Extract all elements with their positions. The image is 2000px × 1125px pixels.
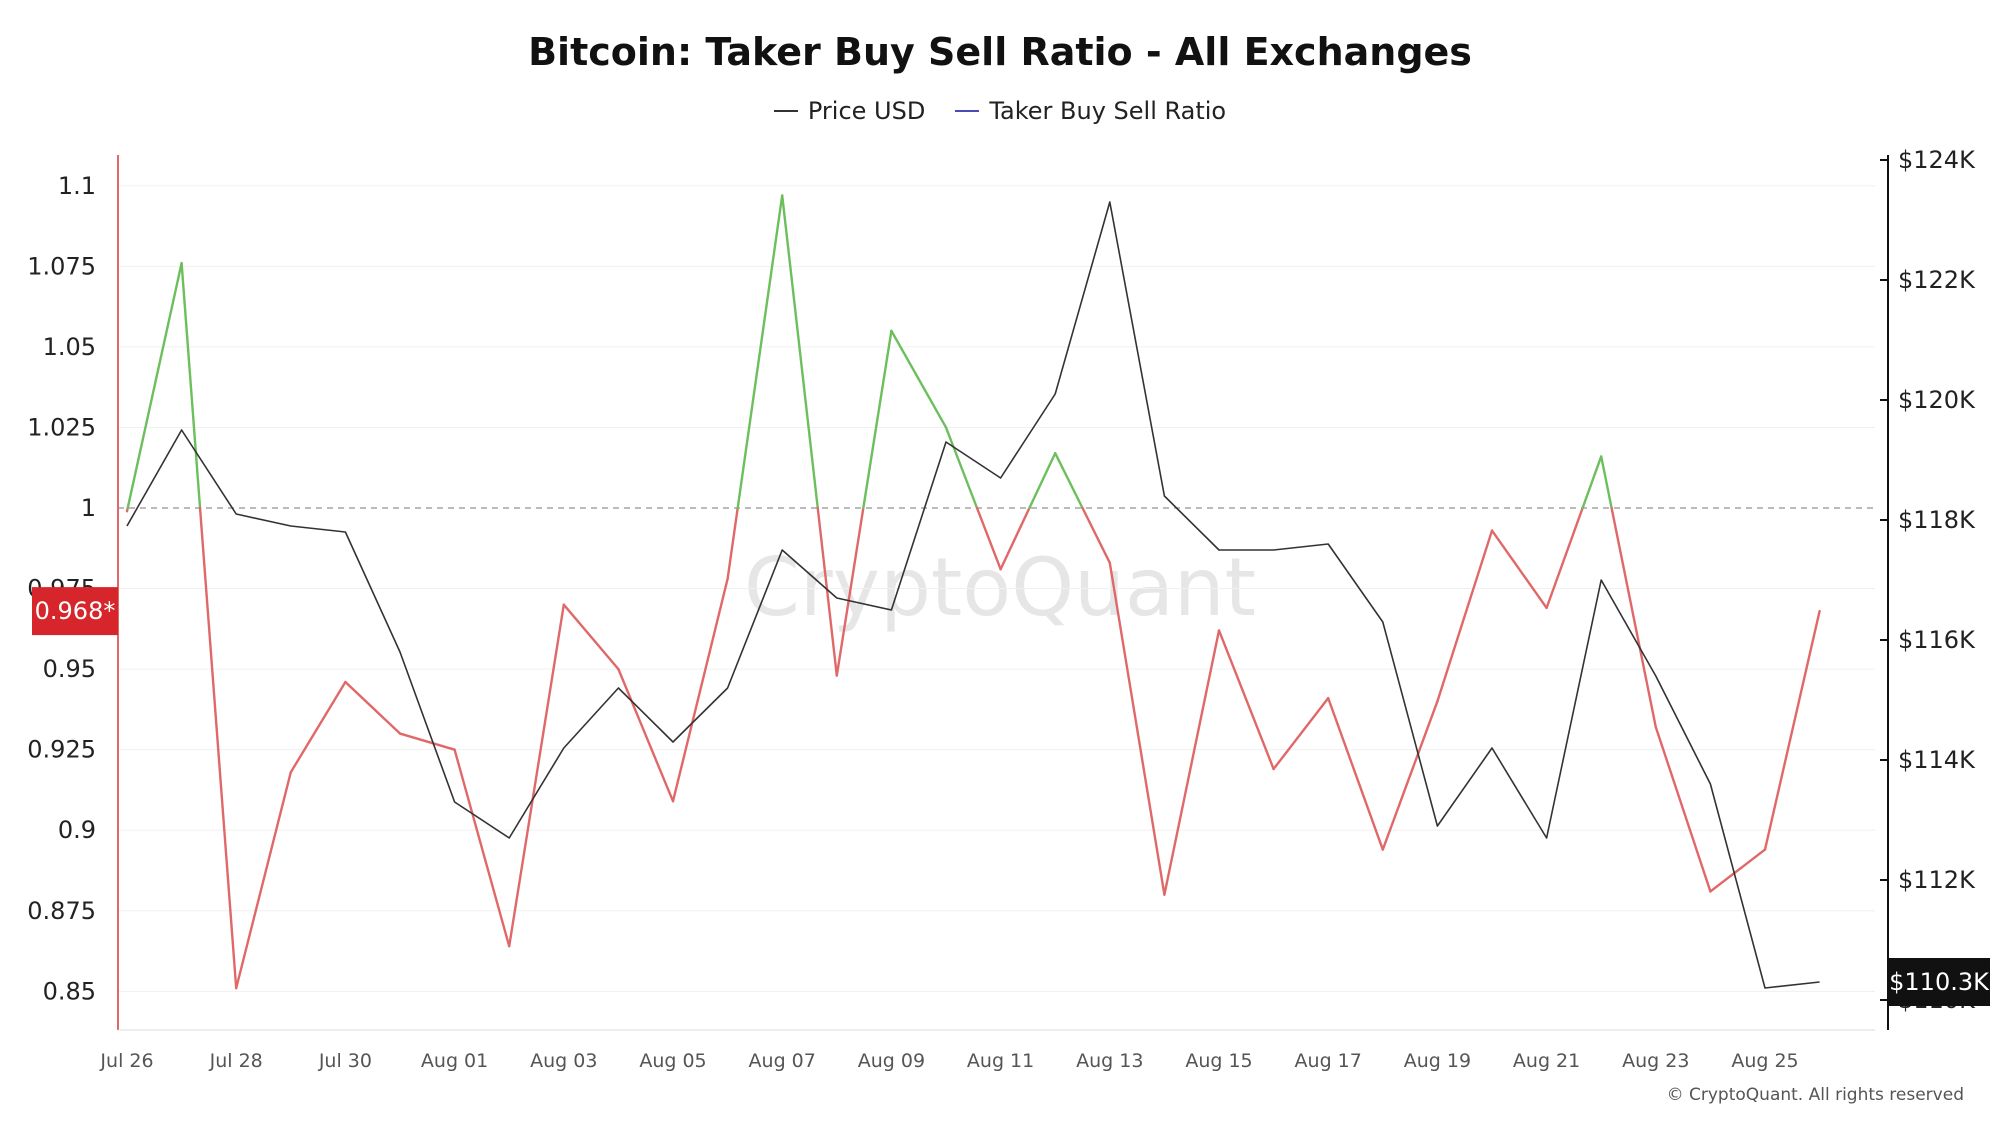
legend-item-price[interactable]: Price USD: [773, 97, 926, 125]
left-tick-label: 1.025: [27, 413, 96, 441]
ratio-line-segment: [1599, 455, 1613, 510]
x-tick-label: Aug 25: [1731, 1050, 1798, 1072]
x-tick-label: Aug 19: [1404, 1050, 1471, 1072]
ratio-line-segment: [999, 506, 1031, 571]
ratio-line-segment: [1654, 725, 1712, 893]
ratio-line-segment: [975, 506, 1002, 571]
x-tick-label: Aug 23: [1622, 1050, 1689, 1072]
left-tick-label: 0.875: [27, 897, 96, 925]
right-tick-label: $122K: [1898, 266, 1976, 294]
x-tick-label: Aug 01: [421, 1050, 488, 1072]
right-tick-label: $112K: [1898, 866, 1976, 894]
x-tick-label: Aug 03: [530, 1050, 597, 1072]
ratio-line-segment: [289, 680, 347, 774]
ratio-line-segment: [1381, 700, 1439, 851]
left-tick-label: 1.05: [43, 333, 96, 361]
ratio-line-segment: [1272, 696, 1330, 771]
x-tick-label: Aug 17: [1295, 1050, 1362, 1072]
ratio-line-segment: [1436, 529, 1494, 703]
ratio-line-segment: [1490, 529, 1548, 610]
ratio-line-segment: [453, 748, 511, 948]
right-tick-label: $116K: [1898, 626, 1976, 654]
x-tick-label: Aug 13: [1076, 1050, 1143, 1072]
ratio-line-segment: [835, 506, 865, 677]
ratio-line-segment: [398, 732, 456, 751]
current-price-tag-label: $110.3K: [1889, 968, 1990, 996]
legend-swatch-ratio: [955, 110, 980, 112]
ratio-line-segment: [180, 261, 202, 510]
right-tick-label: $124K: [1898, 146, 1976, 174]
ratio-line-segment: [617, 667, 675, 803]
x-tick-label: Aug 09: [858, 1050, 925, 1072]
ratio-line-segment: [1163, 629, 1221, 896]
right-tick-label: $120K: [1898, 386, 1976, 414]
price-line: [126, 201, 1820, 989]
x-tick-label: Aug 11: [967, 1050, 1034, 1072]
ratio-line-segment: [1709, 848, 1767, 893]
grid-layer: [118, 185, 1875, 992]
chart-title: Bitcoin: Taker Buy Sell Ratio - All Exch…: [528, 30, 1472, 74]
ratio-line-segment: [862, 329, 893, 510]
watermark: CryptoQuant: [744, 541, 1256, 634]
ratio-line-segment: [1326, 696, 1385, 851]
copyright-notice: © CryptoQuant. All rights reserved: [1666, 1085, 1964, 1105]
ratio-line-segment: [198, 506, 238, 990]
left-tick-label: 0.925: [27, 736, 96, 764]
x-tick-label: Jul 26: [99, 1050, 153, 1072]
ratio-line-segment: [562, 603, 620, 671]
ratio-line-segment: [508, 603, 565, 948]
x-tick-label: Aug 07: [749, 1050, 816, 1072]
ratio-line-segment: [126, 261, 183, 510]
x-tick-label: Aug 05: [639, 1050, 706, 1072]
current-ratio-tag: [32, 587, 118, 636]
right-tick-label: $114K: [1898, 746, 1976, 774]
x-tick-label: Aug 15: [1185, 1050, 1252, 1072]
legend-item-ratio[interactable]: Taker Buy Sell Ratio: [955, 97, 1226, 125]
ratio-line-segment: [1763, 609, 1821, 851]
ratio-line-segment: [1545, 506, 1584, 610]
x-tick-label: Aug 21: [1513, 1050, 1580, 1072]
current-price-tag: [1888, 958, 1990, 1006]
ratio-line-segment: [726, 506, 739, 581]
ratio-line-segment: [344, 680, 402, 735]
right-tick-label: $118K: [1898, 506, 1976, 534]
ratio-line-segment: [1610, 506, 1658, 729]
left-tick-label: 0.9: [58, 816, 96, 844]
ratio-line-segment: [1581, 455, 1603, 510]
tags-layer: 0.968* $110.3K: [32, 587, 1990, 1006]
legend-label-ratio: Taker Buy Sell Ratio: [989, 97, 1227, 125]
left-tick-label: 1: [81, 494, 96, 522]
ratio-line-segment: [671, 577, 729, 803]
ratio-line-segment: [781, 194, 819, 510]
current-ratio-tag-label: 0.968*: [35, 597, 116, 625]
series-layer: [125, 194, 1821, 990]
ratio-line-segment: [1108, 561, 1166, 896]
ratio-line-segment: [1053, 452, 1084, 510]
left-tick-label: 1.1: [58, 172, 96, 200]
ratio-line-segment: [1217, 629, 1275, 771]
x-tick-label: Jul 28: [209, 1050, 263, 1072]
left-tick-label: 0.85: [43, 977, 96, 1005]
ratio-line-segment: [736, 194, 784, 510]
legend-label-price: Price USD: [807, 97, 926, 125]
ratio-line-segment: [1081, 506, 1112, 564]
x-tick-label: Jul 30: [318, 1050, 372, 1072]
legend-swatch-price: [773, 110, 798, 112]
ratio-line-segment: [816, 506, 838, 677]
legend: Price USD Taker Buy Sell Ratio: [0, 97, 2000, 125]
ratio-line-segment: [890, 329, 948, 429]
ratio-line-segment: [1028, 452, 1057, 510]
ratio-line-segment: [234, 771, 292, 990]
ratio-line-segment: [944, 426, 979, 510]
left-tick-label: 1.075: [27, 252, 96, 280]
left-tick-label: 0.95: [43, 655, 96, 683]
labels-layer: 1.11.0751.051.02510.9750.950.9250.90.875…: [27, 146, 1976, 1072]
